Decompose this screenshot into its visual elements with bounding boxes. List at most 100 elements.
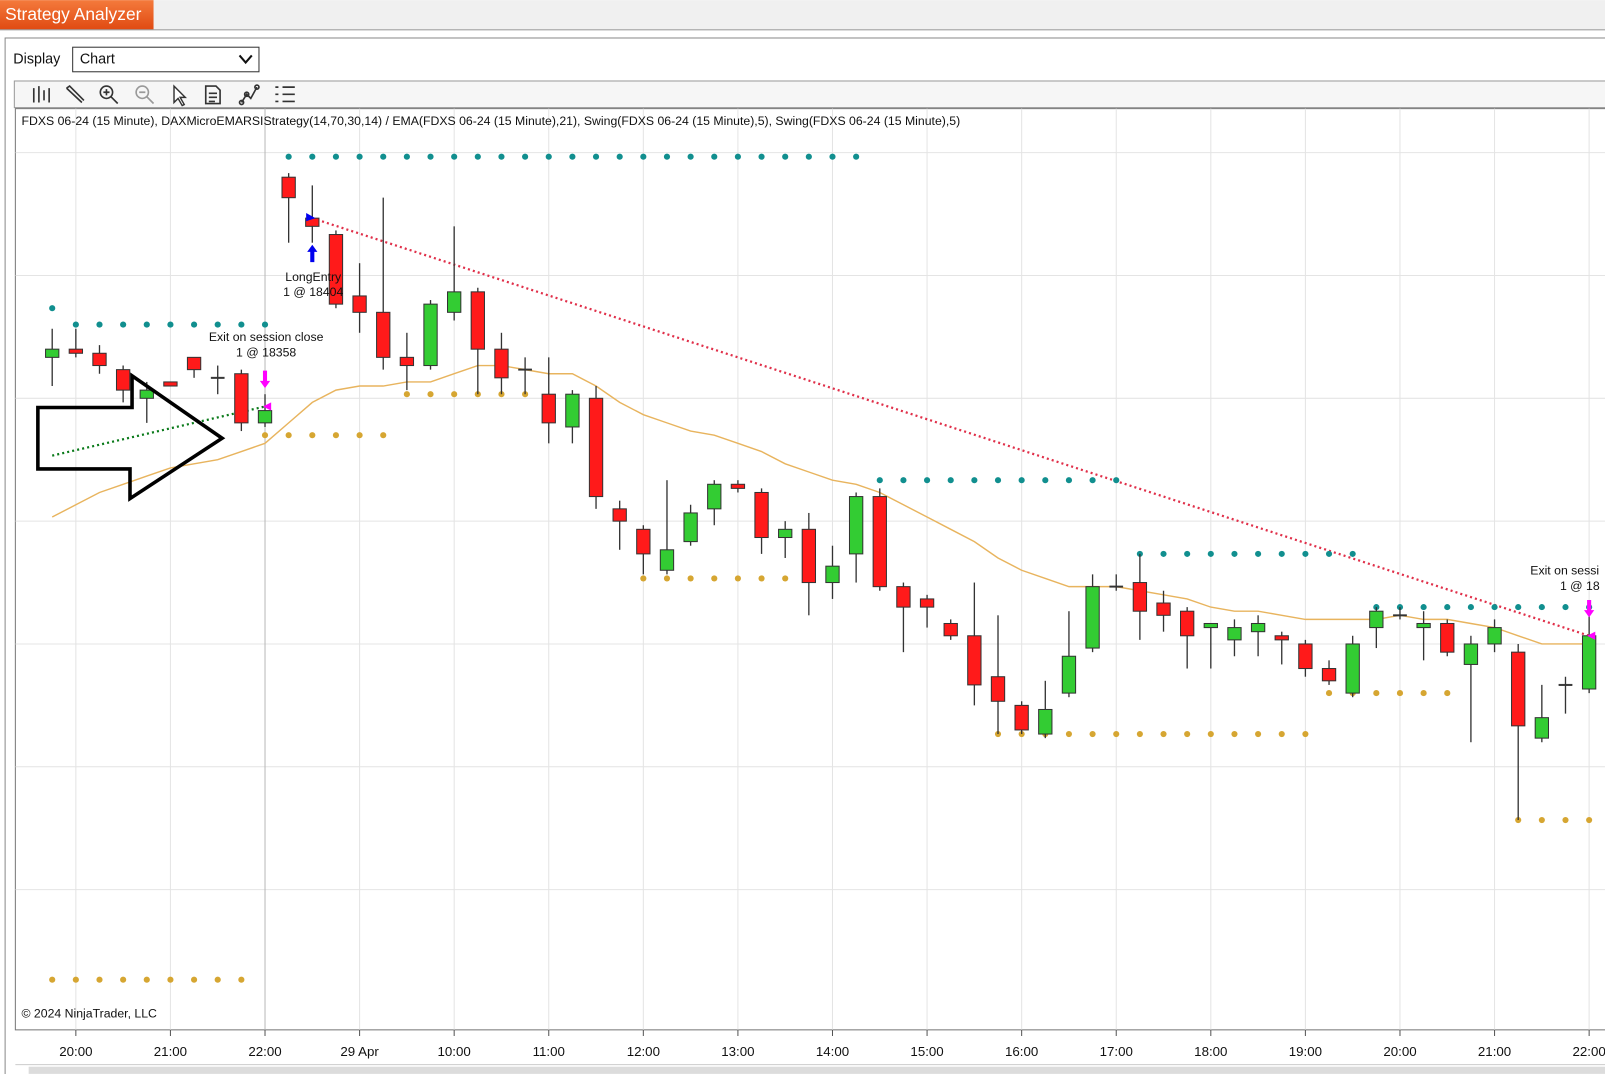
candle-body — [659, 549, 675, 571]
swing-high-dot — [592, 153, 600, 160]
chart-header: FDXS 06-24 (15 Minute), DAXMicroEMARSISt… — [21, 114, 960, 128]
candle-body — [1534, 717, 1550, 739]
candle-body — [518, 368, 532, 371]
candle-body — [92, 352, 107, 367]
swing-high-dot — [474, 153, 481, 160]
exit-marker — [1584, 599, 1596, 640]
swing-low-dot — [1444, 690, 1451, 697]
trade-annotation: 1 @ 18358 — [236, 346, 296, 360]
candle-body — [45, 348, 60, 358]
tab-title: Strategy Analyzer — [5, 4, 142, 24]
swing-high-dot — [332, 153, 340, 160]
x-tick-label: 16:00 — [1005, 1044, 1038, 1059]
entry-marker — [306, 213, 318, 263]
candle-body — [1085, 586, 1100, 649]
candle-body — [967, 635, 982, 686]
candle-body — [801, 528, 817, 584]
candle-body — [636, 528, 651, 555]
swing-high-dot — [96, 321, 103, 328]
candle-body — [541, 393, 556, 424]
display-label: Display — [13, 51, 61, 67]
swing-high-dot — [167, 321, 174, 328]
display-select[interactable] — [72, 46, 260, 73]
swing-high-dot — [924, 477, 931, 484]
x-tick-label: 10:00 — [438, 1044, 471, 1059]
toolbar-button[interactable] — [238, 84, 260, 106]
swing-low-dot — [1302, 730, 1309, 738]
candle-body — [1298, 643, 1313, 670]
swing-high-dot — [380, 153, 387, 160]
swing-low-dot — [1396, 690, 1404, 697]
swing-high-dot — [1325, 550, 1333, 557]
swing-high-dot — [1420, 604, 1427, 611]
swing-low-dot — [1065, 730, 1073, 738]
tab[interactable] — [0, 0, 154, 30]
swing-low-dot — [1160, 730, 1167, 738]
swing-low-dot — [1089, 730, 1096, 738]
swing-high-dot — [829, 153, 836, 160]
swing-low-dot — [640, 575, 647, 582]
x-tick-label: 20:00 — [1383, 1044, 1416, 1059]
candle-body — [1487, 627, 1502, 645]
toolbar-button[interactable] — [65, 85, 85, 104]
plot — [15, 108, 1605, 1030]
swing-low-dot — [1586, 816, 1593, 824]
swing-high-dot — [309, 153, 316, 160]
swing-low-dot — [451, 391, 458, 398]
candle-body — [328, 234, 344, 305]
candle-body — [1558, 683, 1573, 686]
x-tick-label: 29 Apr — [340, 1044, 379, 1059]
swing-high-dot — [1491, 604, 1498, 611]
toolbar-button[interactable] — [275, 86, 295, 103]
candle-body — [210, 376, 225, 379]
swing-high-dot — [1515, 604, 1522, 611]
x-tick-label: 22:00 — [248, 1044, 281, 1059]
candle-body — [470, 291, 485, 350]
candle-body — [1345, 643, 1360, 694]
swing-low-dot — [1562, 816, 1569, 824]
candle-body — [1203, 622, 1218, 629]
candle-body — [1274, 635, 1289, 641]
swing-high-dot — [640, 153, 647, 160]
swing-high-dot — [1302, 550, 1309, 557]
swing-low-dot — [191, 976, 198, 983]
candle-body — [1393, 614, 1407, 617]
swing-high-dot — [994, 477, 1002, 484]
swing-high-dot — [451, 153, 458, 160]
candle-body — [612, 508, 627, 522]
toolbar-button[interactable] — [135, 85, 155, 105]
toolbar-button[interactable] — [32, 86, 50, 103]
toolbar-button[interactable] — [99, 85, 119, 105]
toolbar-button[interactable] — [173, 84, 188, 107]
candle-body — [68, 348, 84, 354]
swing-low-dot — [522, 391, 529, 398]
scrollbar[interactable] — [28, 1066, 1605, 1074]
swing-high-dot — [1018, 477, 1025, 484]
swing-high-dot — [1207, 550, 1214, 557]
dropdown-chevron — [238, 54, 253, 65]
candle-body — [872, 496, 887, 588]
candle-body — [943, 622, 958, 637]
trade-annotation: Exit on session close — [209, 330, 324, 344]
swing-high-dot — [900, 477, 907, 484]
candle-body — [825, 565, 840, 584]
swing-low-dot — [1207, 730, 1214, 738]
swing-low-dot — [309, 432, 316, 439]
swing-low-dot — [1278, 730, 1285, 738]
swing-high-dot — [947, 477, 954, 484]
toolbar-button[interactable] — [204, 85, 221, 105]
candle-body — [730, 483, 746, 489]
swing-low-dot — [498, 391, 505, 398]
candle-body — [234, 373, 249, 424]
swing-high-dot — [1089, 477, 1096, 484]
candle-body — [1581, 635, 1597, 690]
swing-low-dot — [687, 575, 694, 582]
candle-body — [707, 483, 722, 510]
swing-low-dot — [285, 432, 292, 439]
swing-high-dot — [522, 153, 529, 160]
swing-low-dot — [427, 391, 434, 398]
candle-body — [754, 491, 769, 539]
candle-body — [1511, 651, 1526, 727]
trade-annotation: LongEntry — [285, 270, 342, 284]
swing-high-dot — [1562, 604, 1569, 611]
